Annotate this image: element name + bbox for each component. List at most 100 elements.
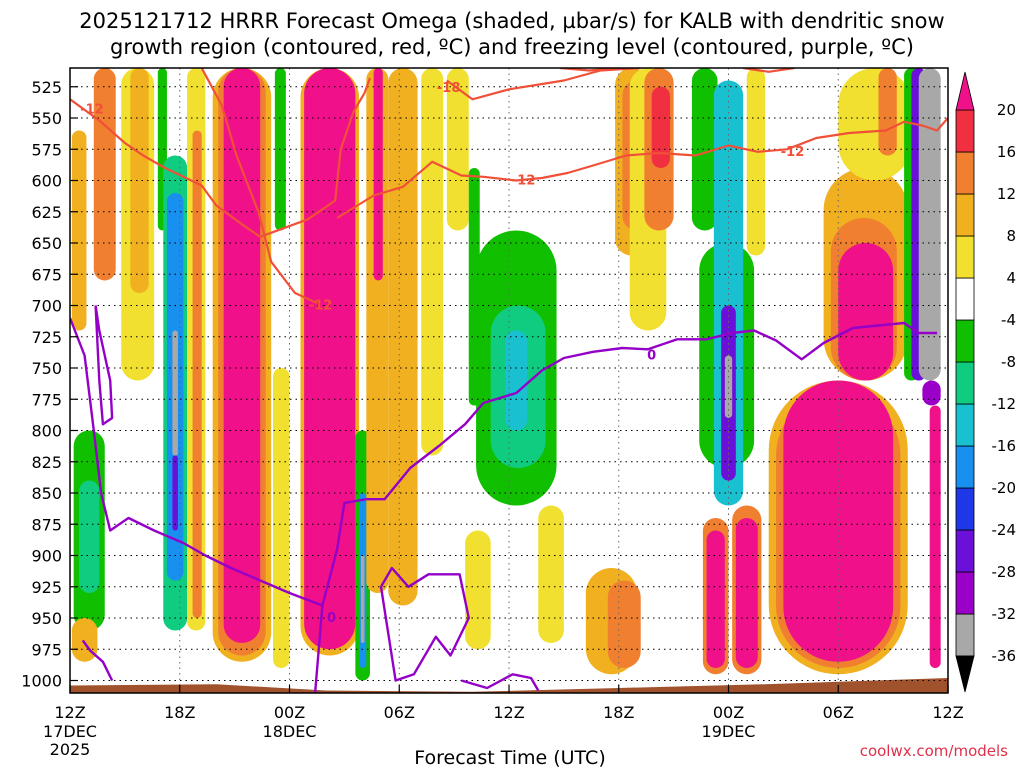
colorbar-label: -4 (1001, 311, 1016, 329)
y-tick-label: 550 (31, 109, 62, 128)
colorbar-swatch (955, 403, 975, 447)
omega-band (735, 518, 758, 668)
colorbar-label: -24 (992, 521, 1017, 539)
omega-band (838, 243, 894, 381)
x-tick-label: 00Z (274, 703, 305, 722)
freezing-level-line (94, 305, 114, 426)
omega-band (273, 368, 290, 668)
colorbar-swatch (955, 109, 975, 153)
contour-labels: -12 -12 -18 -12 -12 0 0 (80, 81, 805, 626)
colorbar-swatch (955, 529, 975, 573)
dgz-contour-line (200, 68, 318, 305)
y-tick-label: 875 (31, 515, 62, 534)
colorbar-label: 16 (997, 143, 1016, 161)
x-axis-label: Forecast Time (UTC) (414, 747, 605, 768)
omega-band (130, 68, 149, 293)
x-tick-label: 18Z (164, 703, 195, 722)
omega-band (538, 505, 564, 643)
y-tick-label: 600 (31, 172, 62, 191)
y-axis-ticks: 525 550 575 600 625 650 675 700 725 750 775 800 825 8… (21, 78, 78, 691)
freezing-level-contours (70, 305, 937, 693)
colorbar-label: 4 (1006, 269, 1016, 287)
omega-band (724, 355, 733, 418)
colorbar-swatch (955, 235, 975, 279)
freezing-level-line (379, 566, 470, 682)
omega-band (746, 68, 766, 256)
colorbar-label: -16 (992, 437, 1017, 455)
y-tick-label: 975 (31, 640, 62, 659)
omega-band (360, 555, 365, 643)
x-tick-label: 06Z (384, 703, 415, 722)
colorbar-label: -12 (992, 395, 1017, 413)
omega-band (421, 68, 444, 456)
omega-band (71, 618, 98, 662)
colorbar-swatch (955, 319, 975, 363)
y-tick-label: 1000 (21, 672, 62, 691)
y-tick-label: 800 (31, 422, 62, 441)
y-tick-label: 700 (31, 297, 62, 316)
omega-band (922, 380, 941, 406)
omega-band (71, 130, 87, 331)
dgz-contour-line (742, 68, 795, 73)
x-tick-label: 06Z (823, 703, 854, 722)
omega-band (651, 86, 670, 168)
omega-band (223, 68, 261, 643)
colorbar-swatch (955, 571, 975, 615)
chart-title-line1: 2025121712 HRRR Forecast Omega (shaded, … (79, 9, 944, 33)
omega-band (465, 530, 491, 650)
x-tick-date: 19DEC (702, 722, 756, 741)
x-tick-label: 12Z (493, 703, 524, 722)
y-tick-label: 825 (31, 453, 62, 472)
x-tick-label: 12Z (932, 703, 963, 722)
colorbar-label: 12 (997, 185, 1016, 203)
y-tick-label: 525 (31, 78, 62, 97)
omega-band (99, 68, 113, 231)
colorbar-label: -8 (1001, 353, 1016, 371)
x-tick-date: 18DEC (263, 722, 317, 741)
omega-band (79, 480, 100, 593)
y-tick-label: 925 (31, 578, 62, 597)
credit-text: coolwx.com/models (860, 742, 1008, 760)
dgz-contour-line (446, 68, 641, 101)
y-tick-label: 675 (31, 265, 62, 284)
contour-label: 0 (327, 611, 336, 626)
omega-band (706, 530, 725, 668)
omega-band (607, 580, 641, 668)
colorbar-label: -20 (992, 479, 1017, 497)
omega-band (192, 130, 202, 618)
omega-band (373, 68, 383, 281)
x-tick-label: 18Z (603, 703, 634, 722)
dgz-contour-line (560, 68, 616, 72)
contour-label: -12 (80, 102, 104, 117)
y-tick-label: 625 (31, 203, 62, 222)
freezing-level-line (81, 639, 114, 682)
omega-band (918, 68, 941, 381)
y-tick-label: 725 (31, 328, 62, 347)
y-tick-label: 850 (31, 484, 62, 503)
freezing-level-line (461, 673, 540, 692)
omega-band (878, 68, 897, 156)
dgz-contour-line (70, 77, 372, 238)
omega-band (388, 68, 418, 606)
x-tick-date: 17DEC (43, 722, 97, 741)
colorbar-arrow-top (955, 71, 975, 111)
omega-band (304, 68, 356, 650)
omega-band (783, 380, 894, 662)
freezing-level-line (313, 605, 324, 693)
omega-band (691, 68, 718, 231)
y-tick-label: 900 (31, 547, 62, 566)
omega-band (929, 405, 941, 668)
contour-label: -18 (437, 81, 461, 96)
contour-label: -12 (781, 145, 805, 160)
y-tick-label: 750 (31, 359, 62, 378)
colorbar-label: -36 (992, 647, 1017, 665)
gridlines (69, 68, 949, 693)
colorbar-swatch (955, 445, 975, 489)
freezing-level-line (70, 317, 937, 607)
y-tick-label: 650 (31, 234, 62, 253)
contour-label: -12 (309, 299, 333, 314)
colorbar-swatch (955, 487, 975, 531)
omega-band (366, 68, 389, 593)
